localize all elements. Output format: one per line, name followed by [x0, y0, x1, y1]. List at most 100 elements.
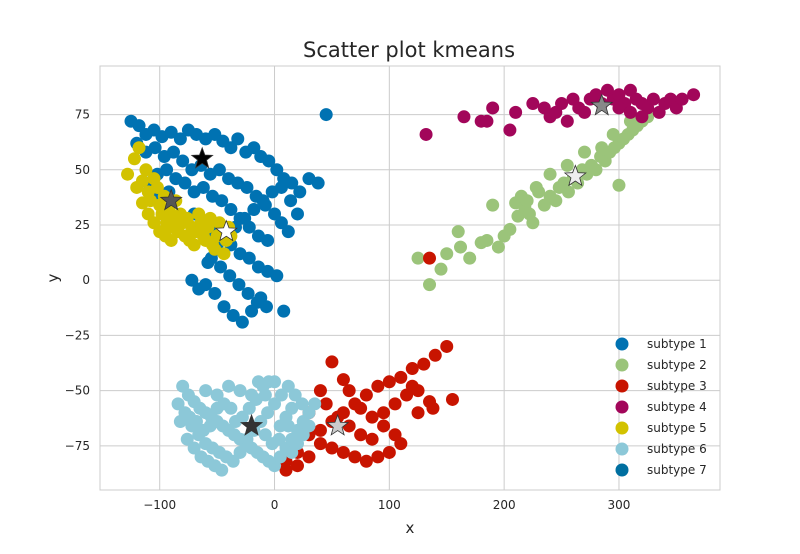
- data-point-subtype-3: [371, 379, 385, 393]
- data-point-subtype-1: [242, 251, 256, 265]
- data-point-subtype-1: [226, 309, 240, 323]
- data-point-subtype-4: [480, 114, 494, 128]
- data-point-subtype-4: [419, 127, 433, 141]
- data-point-subtype-6: [285, 401, 299, 415]
- x-tick-label: −100: [143, 498, 176, 512]
- data-point-subtype-3: [279, 463, 293, 477]
- centroid-star: [159, 188, 183, 211]
- data-point-subtype-2: [511, 209, 525, 223]
- data-point-subtype-3: [325, 441, 339, 455]
- data-point-subtype-1: [247, 141, 261, 155]
- data-point-subtype-2: [561, 185, 575, 199]
- x-axis-label: x: [406, 519, 415, 537]
- y-tick-label: 50: [75, 163, 90, 177]
- data-point-subtype-1: [208, 286, 222, 300]
- data-point-subtype-1: [262, 154, 276, 168]
- data-point-subtype-3: [365, 410, 379, 424]
- data-point-subtype-6: [228, 415, 242, 429]
- data-point-subtype-3: [423, 251, 437, 265]
- data-point-subtype-4: [675, 92, 689, 106]
- data-point-subtype-2: [589, 163, 603, 177]
- data-point-subtype-4: [457, 110, 471, 124]
- centroid-star: [590, 93, 614, 116]
- data-point-subtype-2: [463, 251, 477, 265]
- data-point-subtype-2: [578, 145, 592, 159]
- data-point-subtype-4: [526, 97, 540, 111]
- y-tick-label: 25: [75, 218, 90, 232]
- data-point-subtype-3: [411, 384, 425, 398]
- legend-label: subtype 5: [647, 421, 707, 435]
- legend-label: subtype 2: [647, 358, 707, 372]
- data-point-subtype-6: [199, 384, 213, 398]
- data-point-subtype-3: [377, 406, 391, 420]
- x-tick-labels: −100 0 100 200 300: [143, 498, 630, 512]
- legend-marker: [615, 463, 629, 477]
- data-point-subtype-6: [196, 423, 210, 437]
- data-point-subtype-2: [451, 225, 465, 239]
- data-point-subtype-3: [342, 419, 356, 433]
- legend-marker: [615, 337, 629, 351]
- data-point-subtype-2: [480, 233, 494, 247]
- data-point-subtype-3: [426, 401, 440, 415]
- data-point-subtype-3: [359, 388, 373, 402]
- data-point-subtype-3: [336, 373, 350, 387]
- x-tick-label: 200: [493, 498, 516, 512]
- data-point-subtype-1: [270, 269, 284, 283]
- y-tick-label: −50: [65, 384, 90, 398]
- data-point-subtype-3: [394, 370, 408, 384]
- data-point-subtype-3: [382, 445, 396, 459]
- centroid-star: [214, 219, 238, 242]
- data-point-subtype-1: [173, 132, 187, 146]
- data-point-subtype-3: [445, 392, 459, 406]
- data-point-subtype-6: [251, 375, 265, 389]
- chart-title: Scatter plot kmeans: [303, 38, 515, 62]
- legend-label: subtype 1: [647, 337, 707, 351]
- legend: subtype 1 subtype 2 subtype 3 subtype 4 subt…: [615, 337, 707, 477]
- data-point-subtype-1: [293, 185, 307, 199]
- data-point-subtype-1: [185, 273, 199, 287]
- centroid-star: [563, 164, 587, 187]
- data-point-subtype-3: [359, 454, 373, 468]
- data-point-subtype-6: [240, 432, 254, 446]
- data-point-subtype-5: [187, 238, 201, 252]
- y-tick-labels: −75 −50 −25 0 25 50 75: [65, 108, 90, 453]
- data-point-subtype-5: [150, 180, 164, 194]
- data-point-subtype-6: [261, 406, 275, 420]
- data-point-subtype-1: [132, 119, 146, 133]
- data-point-subtype-3: [377, 419, 391, 433]
- data-point-subtype-3: [313, 423, 327, 437]
- data-point-subtype-1: [192, 282, 206, 296]
- data-point-subtype-6: [281, 419, 295, 433]
- data-point-subtype-2: [503, 222, 517, 236]
- data-point-subtype-6: [226, 454, 240, 468]
- data-point-subtype-6: [210, 388, 224, 402]
- data-point-subtype-5: [217, 247, 231, 261]
- data-point-subtype-5: [164, 233, 178, 247]
- data-point-subtype-1: [232, 278, 246, 292]
- legend-label: subtype 4: [647, 400, 707, 414]
- data-point-subtype-1: [284, 194, 298, 208]
- data-point-subtype-4: [509, 105, 523, 119]
- centroid-star: [326, 413, 350, 436]
- data-point-subtype-1: [270, 163, 284, 177]
- data-point-subtype-6: [288, 388, 302, 402]
- data-point-subtype-1: [274, 180, 288, 194]
- data-point-subtype-6: [285, 445, 299, 459]
- data-point-subtype-3: [313, 437, 327, 451]
- data-point-subtype-2: [549, 194, 563, 208]
- data-point-subtype-3: [417, 357, 431, 371]
- centroid-star: [239, 413, 264, 436]
- data-point-subtype-6: [210, 401, 224, 415]
- data-point-subtype-6: [233, 445, 247, 459]
- data-point-subtype-2: [606, 127, 620, 141]
- legend-marker: [615, 400, 629, 414]
- y-tick-label: 0: [82, 273, 90, 287]
- data-point-subtype-4: [555, 97, 569, 111]
- data-point-subtype-3: [382, 375, 396, 389]
- data-point-subtype-3: [440, 339, 454, 353]
- data-point-subtype-3: [302, 450, 316, 464]
- data-point-subtype-6: [187, 441, 201, 455]
- data-point-subtype-1: [281, 225, 295, 239]
